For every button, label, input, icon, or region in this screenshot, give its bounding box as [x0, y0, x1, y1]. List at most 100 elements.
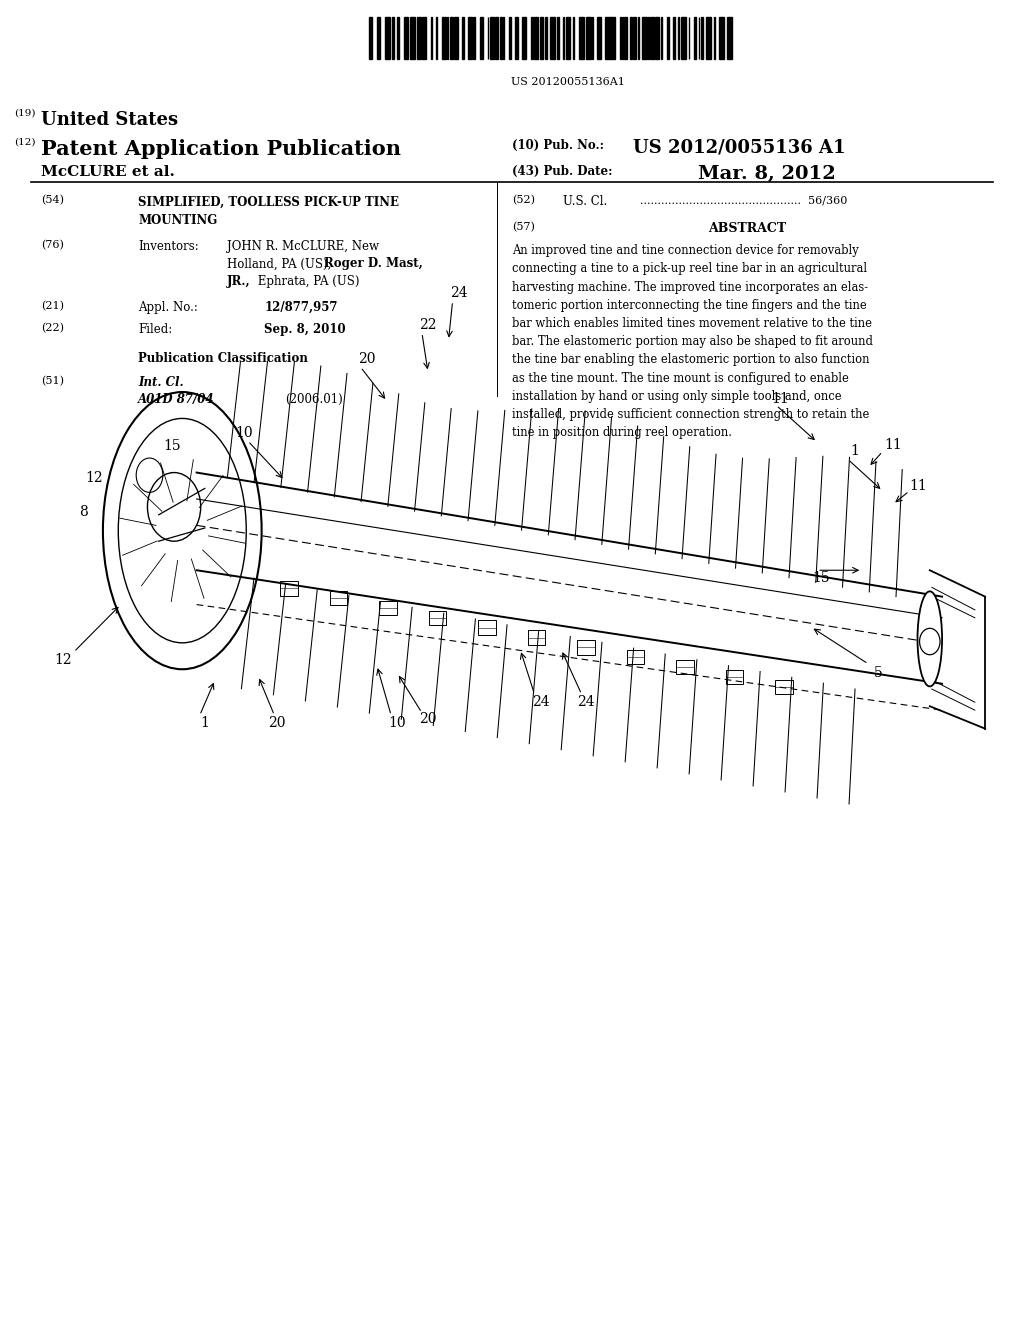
Text: (12): (12) [14, 137, 36, 147]
Bar [650, 17, 654, 59]
Bar [281, 581, 298, 595]
Bar [411, 17, 416, 59]
Bar [515, 17, 518, 59]
Bar [633, 17, 636, 59]
Bar [473, 17, 475, 59]
Text: bar which enables limited tines movement relative to the tine: bar which enables limited tines movement… [512, 317, 872, 330]
Text: 11: 11 [771, 392, 790, 405]
Text: 20: 20 [267, 717, 286, 730]
Bar [503, 17, 504, 59]
Text: 1: 1 [201, 717, 209, 730]
Text: ..............................................  56/360: ........................................… [640, 195, 848, 206]
Text: An improved tine and tine connection device for removably: An improved tine and tine connection dev… [512, 244, 859, 257]
Text: (51): (51) [41, 376, 63, 387]
Text: Publication Classification: Publication Classification [138, 352, 308, 366]
Text: 5: 5 [874, 667, 883, 680]
Bar [655, 17, 659, 59]
Bar [455, 17, 458, 59]
Bar [681, 17, 686, 59]
Text: 22: 22 [419, 318, 437, 331]
Text: 11: 11 [884, 438, 902, 451]
Text: (54): (54) [41, 195, 63, 206]
Text: (2006.01): (2006.01) [285, 393, 342, 407]
Text: (21): (21) [41, 301, 63, 312]
Bar [379, 601, 396, 615]
Bar [391, 17, 394, 59]
Bar [775, 680, 793, 694]
Bar [627, 649, 644, 664]
Text: US 20120055136A1: US 20120055136A1 [511, 77, 626, 87]
Bar [545, 17, 547, 59]
Text: 24: 24 [531, 696, 550, 709]
Text: JOHN R. McCLURE, New: JOHN R. McCLURE, New [227, 240, 379, 253]
Bar [462, 17, 464, 59]
Bar [378, 17, 380, 59]
Text: the tine bar enabling the elastomeric portion to also function: the tine bar enabling the elastomeric po… [512, 354, 869, 367]
Bar [451, 17, 453, 59]
Bar [522, 17, 526, 59]
Bar [677, 660, 694, 675]
Bar [597, 17, 601, 59]
Text: Ephrata, PA (US): Ephrata, PA (US) [254, 275, 359, 288]
Bar [468, 17, 472, 59]
Text: 10: 10 [234, 426, 253, 440]
Bar [478, 620, 496, 635]
Text: 15: 15 [812, 572, 830, 585]
Bar [694, 17, 696, 59]
Bar [624, 17, 628, 59]
Text: tine in position during reel operation.: tine in position during reel operation. [512, 426, 732, 440]
Text: 15: 15 [163, 440, 181, 453]
Bar [673, 17, 675, 59]
Text: tomeric portion interconnecting the tine fingers and the tine: tomeric portion interconnecting the tine… [512, 298, 866, 312]
Text: installation by hand or using only simple tools and, once: installation by hand or using only simpl… [512, 389, 842, 403]
Bar [528, 630, 546, 644]
Bar [396, 17, 399, 59]
Bar [586, 17, 591, 59]
Text: 24: 24 [577, 696, 595, 709]
Text: 24: 24 [450, 286, 468, 300]
Bar [551, 17, 555, 59]
Bar [580, 17, 584, 59]
Text: as the tine mount. The tine mount is configured to enable: as the tine mount. The tine mount is con… [512, 372, 849, 384]
Bar [566, 17, 569, 59]
Bar [540, 17, 544, 59]
Text: Sep. 8, 2010: Sep. 8, 2010 [264, 323, 346, 337]
Bar [530, 17, 534, 59]
Text: 12: 12 [85, 471, 103, 484]
Text: Inventors:: Inventors: [138, 240, 199, 253]
Bar [707, 17, 712, 59]
Bar [535, 17, 538, 59]
Text: MOUNTING: MOUNTING [138, 214, 217, 227]
Bar [630, 17, 633, 59]
Text: A01D 87/04: A01D 87/04 [138, 393, 215, 407]
Bar [604, 17, 609, 59]
Text: (19): (19) [14, 108, 36, 117]
Text: JR.,: JR., [227, 275, 251, 288]
Text: (52): (52) [512, 195, 535, 206]
Text: McCLURE et al.: McCLURE et al. [41, 165, 175, 180]
Text: SIMPLIFIED, TOOLLESS PICK-UP TINE: SIMPLIFIED, TOOLLESS PICK-UP TINE [138, 195, 399, 209]
Bar [719, 17, 724, 59]
Text: Roger D. Mast,: Roger D. Mast, [324, 257, 422, 271]
Text: 11: 11 [909, 479, 928, 492]
Text: Patent Application Publication: Patent Application Publication [41, 139, 401, 158]
Bar [509, 17, 511, 59]
Text: 8: 8 [80, 506, 88, 519]
Text: 10: 10 [388, 717, 407, 730]
Text: Mar. 8, 2012: Mar. 8, 2012 [698, 165, 837, 183]
Bar [429, 611, 446, 626]
Text: (76): (76) [41, 240, 63, 251]
Bar [385, 17, 390, 59]
Bar [422, 17, 426, 59]
Text: US 2012/0055136 A1: US 2012/0055136 A1 [633, 139, 846, 157]
Text: harvesting machine. The improved tine incorporates an elas-: harvesting machine. The improved tine in… [512, 281, 868, 293]
Bar [642, 17, 646, 59]
Bar [562, 17, 564, 59]
Bar [500, 17, 502, 59]
Bar [578, 640, 595, 655]
Ellipse shape [918, 591, 942, 686]
Text: (22): (22) [41, 323, 63, 334]
Text: (57): (57) [512, 222, 535, 232]
Text: 12: 12 [54, 653, 73, 667]
Bar [490, 17, 494, 59]
